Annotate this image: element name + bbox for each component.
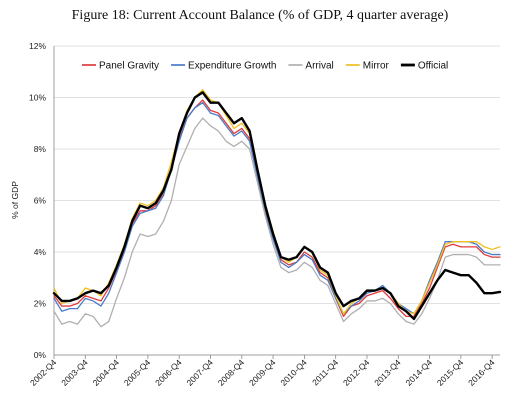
x-tick-label: 2011-Q4 [310,357,340,387]
y-tick-label: 6% [34,196,47,206]
series-line-official [52,91,502,321]
legend-label: Expenditure Growth [188,61,276,72]
legend-label: Panel Gravity [99,61,159,72]
x-tick-label: 2016-Q4 [466,357,497,388]
x-tick-label: 2012-Q4 [341,357,372,388]
x-tick-label: 2002-Q4 [28,357,59,388]
x-tick-label: 2003-Q4 [59,357,90,388]
y-tick-label: 0% [34,350,47,360]
y-tick-label: 4% [34,247,47,257]
x-tick-label: 2005-Q4 [122,357,153,388]
x-tick-label: 2007-Q4 [184,357,215,388]
series-line-expenditure-growth [53,102,501,315]
y-tick-labels: 0% 2% 4% 6% 8% 10% 12% [29,41,46,360]
series-line-arrival [53,117,501,328]
y-tick-label: 10% [29,93,46,103]
series-lines [52,89,502,328]
axes [53,46,500,356]
y-tick-label: 2% [34,299,47,309]
x-tick-label: 2015-Q4 [435,357,466,388]
y-axis-label: % of GDP [10,181,20,219]
legend-label: Mirror [363,61,390,72]
figure-title: Figure 18: Current Account Balance (% of… [71,8,449,23]
series-line-panel-gravity [53,99,501,318]
y-tick-label: 12% [29,41,46,51]
legend-label: Official [418,61,448,72]
x-tick-label: 2010-Q4 [278,357,309,388]
y-tick-label: 8% [34,144,47,154]
x-tick-label: 2006-Q4 [153,357,184,388]
x-tick-labels: 2002-Q4 2003-Q4 2004-Q4 2005-Q4 2006-Q4 2007-… [28,355,497,388]
x-tick-label: 2013-Q4 [372,357,403,388]
legend: Panel Gravity Expenditure Growth Arrival Mi… [82,61,448,72]
legend-label: Arrival [305,61,333,72]
x-tick-label: 2014-Q4 [404,357,435,388]
x-tick-label: 2008-Q4 [216,357,247,388]
gridlines [54,45,500,356]
x-tick-label: 2004-Q4 [91,357,122,388]
x-tick-label: 2009-Q4 [247,357,278,388]
